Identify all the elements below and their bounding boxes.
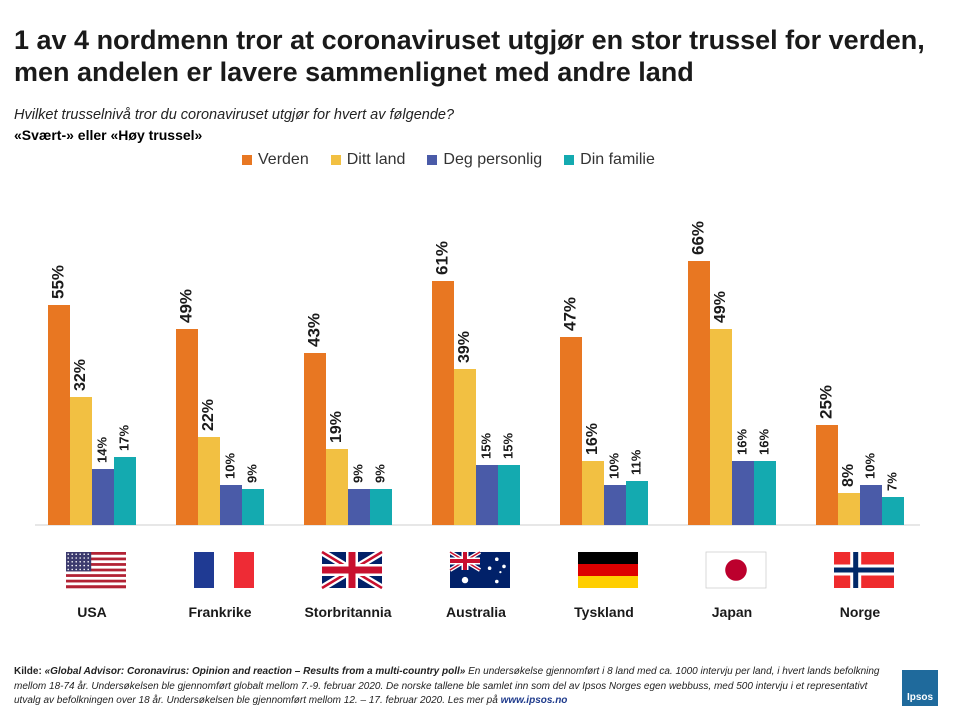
data-label: 10%	[606, 453, 621, 479]
data-label: 61%	[432, 241, 451, 275]
data-label: 32%	[72, 359, 89, 391]
bar-japan-2	[732, 461, 754, 525]
bar-frankrike-2	[220, 485, 242, 525]
data-label: 8%	[840, 464, 857, 487]
bar-storbritannia-0	[304, 353, 326, 525]
bar-storbritannia-3	[370, 489, 392, 525]
ipsos-logo-text: Ipsos	[906, 692, 934, 703]
chart-title: 1 av 4 nordmenn tror at coronaviruset ut…	[14, 25, 925, 87]
bar-norge-1	[838, 493, 860, 525]
category-label: Tyskland	[574, 604, 634, 620]
data-label: 43%	[304, 313, 323, 347]
data-label: 22%	[200, 399, 217, 431]
bar-australia-3	[498, 465, 520, 525]
gb-flag	[320, 548, 384, 592]
data-label: 66%	[688, 221, 707, 255]
source-link[interactable]: www.ipsos.no	[500, 695, 568, 706]
category-label: Japan	[712, 604, 752, 620]
bar-storbritannia-1	[326, 449, 348, 525]
data-label: 49%	[176, 289, 195, 323]
data-label: 16%	[584, 423, 601, 455]
data-label: 9%	[372, 464, 387, 483]
category-label: USA	[77, 604, 107, 620]
bar-usa-2	[92, 469, 114, 525]
category-label: Australia	[446, 604, 506, 620]
legend-label: Din familie	[580, 151, 655, 168]
bar-usa-0	[48, 305, 70, 525]
data-label: 15%	[478, 433, 493, 459]
legend-label: Deg personlig	[443, 151, 543, 168]
data-label: 10%	[222, 453, 237, 479]
bar-storbritannia-2	[348, 489, 370, 525]
survey-question: Hvilket trusselnivå tror du coronaviruse…	[14, 107, 455, 123]
bar-usa-1	[70, 397, 92, 525]
data-label: 10%	[862, 453, 877, 479]
data-label: 7%	[884, 472, 899, 491]
category-label: Storbritannia	[304, 604, 391, 620]
bar-australia-1	[454, 369, 476, 525]
bar-tyskland-3	[626, 481, 648, 525]
bar-japan-0	[688, 261, 710, 525]
data-label: 14%	[94, 437, 109, 463]
jp-flag	[705, 551, 767, 589]
au-flag	[448, 550, 510, 588]
source-lead: Kilde:	[14, 666, 45, 677]
no-flag	[834, 552, 894, 588]
data-label: 9%	[244, 464, 259, 483]
us-flag	[66, 552, 126, 589]
bar-tyskland-1	[582, 461, 604, 525]
bar-frankrike-3	[242, 489, 264, 525]
legend-item-3: Din familie	[564, 151, 655, 169]
legend-item-2: Deg personlig	[427, 151, 542, 169]
bar-norge-2	[860, 485, 882, 525]
legend-swatch	[330, 155, 341, 165]
source-title: «Global Advisor: Coronavirus: Opinion an…	[44, 666, 466, 677]
bar-australia-2	[476, 465, 498, 525]
data-label: 19%	[328, 411, 345, 443]
legend-item-0: Verden	[242, 151, 309, 169]
legend-label: Verden	[258, 151, 309, 168]
category-label: Frankrike	[188, 604, 251, 620]
data-label: 11%	[628, 449, 643, 475]
data-label: 9%	[350, 464, 365, 483]
data-label: 49%	[712, 291, 729, 323]
legend-swatch	[242, 155, 252, 165]
data-label: 47%	[560, 297, 579, 331]
de-flag	[578, 552, 638, 588]
bar-tyskland-2	[604, 485, 626, 525]
bar-norge-0	[816, 425, 838, 525]
bar-australia-0	[432, 281, 454, 525]
data-label: 39%	[456, 331, 473, 363]
legend-swatch	[564, 155, 575, 165]
legend-item-1: Ditt land	[330, 151, 406, 169]
data-label: 55%	[48, 265, 67, 299]
bar-norge-3	[882, 497, 904, 525]
bar-japan-1	[710, 329, 732, 525]
data-label: 17%	[116, 425, 131, 451]
bar-frankrike-1	[198, 437, 220, 525]
legend-label: Ditt land	[346, 151, 406, 168]
data-label: 25%	[816, 385, 835, 419]
source-body: En undersøkelse gjennomført i 8 land med…	[14, 666, 880, 706]
bar-tyskland-0	[560, 337, 582, 525]
bar-frankrike-0	[176, 329, 198, 525]
data-label: 16%	[734, 429, 749, 455]
source-note: Kilde: «Global Advisor: Coronavirus: Opi…	[14, 665, 884, 709]
fr-flag	[194, 552, 254, 588]
ipsos-logo: Ipsos	[902, 670, 938, 706]
category-label: Norge	[840, 604, 881, 620]
data-label: 16%	[756, 429, 771, 455]
bar-usa-3	[114, 457, 136, 525]
survey-subquestion: «Svært-» eller «Høy trussel»	[14, 127, 203, 143]
bar-japan-3	[754, 461, 776, 525]
legend-swatch	[427, 155, 438, 165]
chart-legend: Verden Ditt land Deg personlig Din familie	[242, 150, 677, 170]
data-label: 15%	[500, 433, 515, 459]
